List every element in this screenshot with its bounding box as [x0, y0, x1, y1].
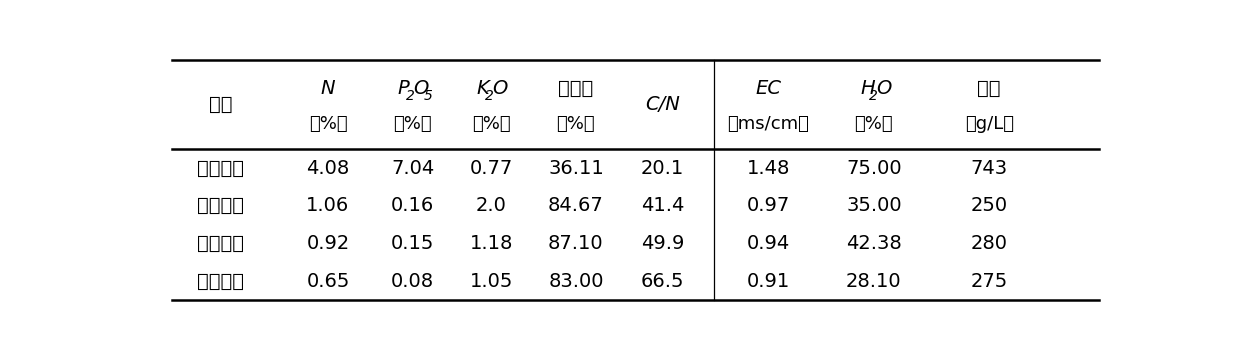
- Text: 28.10: 28.10: [846, 272, 901, 291]
- Text: 35.00: 35.00: [846, 197, 901, 215]
- Text: 容重: 容重: [977, 79, 1001, 98]
- Text: 有机质: 有机质: [558, 79, 594, 98]
- Text: 275: 275: [971, 272, 1008, 291]
- Text: 1.18: 1.18: [470, 234, 513, 253]
- Text: 0.97: 0.97: [746, 197, 790, 215]
- Text: 5: 5: [424, 89, 433, 103]
- Text: 0.94: 0.94: [746, 234, 790, 253]
- Text: 小麦秸秸: 小麦秸秸: [197, 272, 244, 291]
- Text: 75.00: 75.00: [846, 159, 901, 178]
- Text: （%）: （%）: [854, 116, 893, 134]
- Text: 0.77: 0.77: [470, 159, 513, 178]
- Text: 743: 743: [971, 159, 1008, 178]
- Text: C/N: C/N: [645, 95, 680, 114]
- Text: 2: 2: [869, 89, 878, 103]
- Text: 20.1: 20.1: [641, 159, 684, 178]
- Text: N: N: [321, 79, 335, 98]
- Text: 2: 2: [485, 89, 494, 103]
- Text: 1.05: 1.05: [470, 272, 513, 291]
- Text: O: O: [413, 79, 429, 98]
- Text: 42.38: 42.38: [846, 234, 901, 253]
- Text: O: O: [875, 79, 892, 98]
- Text: 83.00: 83.00: [548, 272, 604, 291]
- Text: 250: 250: [971, 197, 1008, 215]
- Text: 2.0: 2.0: [476, 197, 507, 215]
- Text: （%）: （%）: [472, 116, 511, 134]
- Text: 41.4: 41.4: [641, 197, 684, 215]
- Text: 1.48: 1.48: [746, 159, 790, 178]
- Text: 280: 280: [971, 234, 1008, 253]
- Text: 36.11: 36.11: [548, 159, 604, 178]
- Text: 2: 2: [405, 89, 414, 103]
- Text: 7.04: 7.04: [391, 159, 434, 178]
- Text: 49.9: 49.9: [641, 234, 684, 253]
- Text: K: K: [476, 79, 489, 98]
- Text: H: H: [861, 79, 875, 98]
- Text: 0.16: 0.16: [391, 197, 434, 215]
- Text: O: O: [492, 79, 507, 98]
- Text: （%）: （%）: [309, 116, 347, 134]
- Text: 玉米秸秸: 玉米秸秸: [197, 234, 244, 253]
- Text: 66.5: 66.5: [641, 272, 684, 291]
- Text: 原料: 原料: [208, 95, 232, 114]
- Text: 0.08: 0.08: [391, 272, 434, 291]
- Text: 4.08: 4.08: [306, 159, 350, 178]
- Text: 0.91: 0.91: [746, 272, 790, 291]
- Text: （g/L）: （g/L）: [965, 116, 1013, 134]
- Text: 0.65: 0.65: [306, 272, 350, 291]
- Text: 84.67: 84.67: [548, 197, 604, 215]
- Text: （ms/cm）: （ms/cm）: [727, 116, 808, 134]
- Text: 0.15: 0.15: [391, 234, 434, 253]
- Text: （%）: （%）: [557, 116, 595, 134]
- Text: 水稻秸秸: 水稻秸秸: [197, 197, 244, 215]
- Text: 酒精糟泥: 酒精糟泥: [197, 159, 244, 178]
- Text: P: P: [397, 79, 409, 98]
- Text: 0.92: 0.92: [306, 234, 350, 253]
- Text: 87.10: 87.10: [548, 234, 604, 253]
- Text: EC: EC: [755, 79, 781, 98]
- Text: （%）: （%）: [393, 116, 432, 134]
- Text: 1.06: 1.06: [306, 197, 350, 215]
